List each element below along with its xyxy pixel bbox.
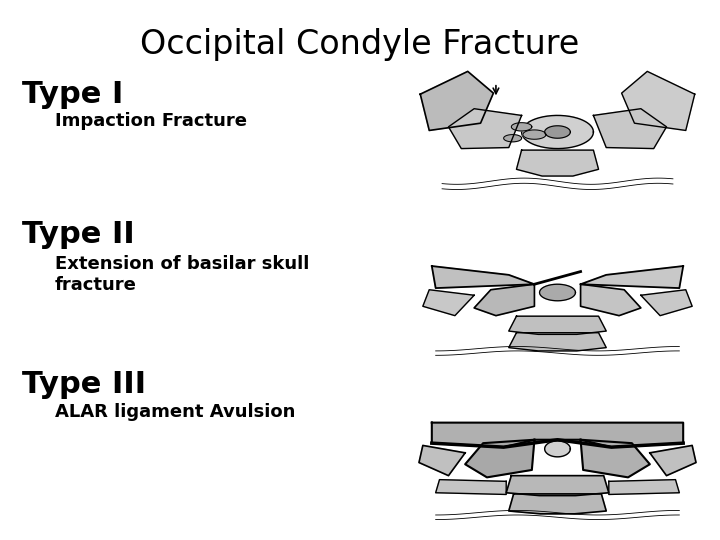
Polygon shape: [449, 109, 521, 148]
Polygon shape: [609, 480, 680, 495]
Polygon shape: [419, 446, 465, 476]
Polygon shape: [523, 130, 546, 139]
Polygon shape: [580, 284, 641, 316]
Polygon shape: [521, 116, 593, 148]
Polygon shape: [503, 134, 521, 142]
Text: ALAR ligament Avulsion: ALAR ligament Avulsion: [55, 403, 295, 421]
Polygon shape: [580, 266, 683, 288]
Polygon shape: [621, 71, 695, 131]
Polygon shape: [509, 333, 606, 351]
Text: Type II: Type II: [22, 220, 135, 249]
Polygon shape: [432, 423, 683, 447]
Polygon shape: [420, 71, 493, 131]
Polygon shape: [509, 494, 606, 514]
Polygon shape: [436, 480, 506, 495]
Polygon shape: [641, 290, 692, 316]
Polygon shape: [423, 290, 474, 316]
Text: Impaction Fracture: Impaction Fracture: [55, 112, 247, 130]
Polygon shape: [511, 123, 532, 131]
Polygon shape: [432, 266, 534, 288]
Polygon shape: [650, 446, 696, 476]
Polygon shape: [465, 440, 534, 477]
Polygon shape: [509, 316, 606, 334]
Polygon shape: [580, 440, 650, 477]
Polygon shape: [544, 126, 570, 138]
Text: Type III: Type III: [22, 370, 146, 399]
Polygon shape: [474, 284, 534, 316]
Polygon shape: [506, 476, 609, 496]
Polygon shape: [539, 284, 575, 301]
Polygon shape: [593, 109, 667, 148]
Text: Occipital Condyle Fracture: Occipital Condyle Fracture: [140, 28, 580, 61]
Text: Extension of basilar skull
fracture: Extension of basilar skull fracture: [55, 255, 310, 294]
Polygon shape: [544, 441, 570, 457]
Polygon shape: [516, 150, 598, 176]
Text: Type I: Type I: [22, 80, 123, 109]
